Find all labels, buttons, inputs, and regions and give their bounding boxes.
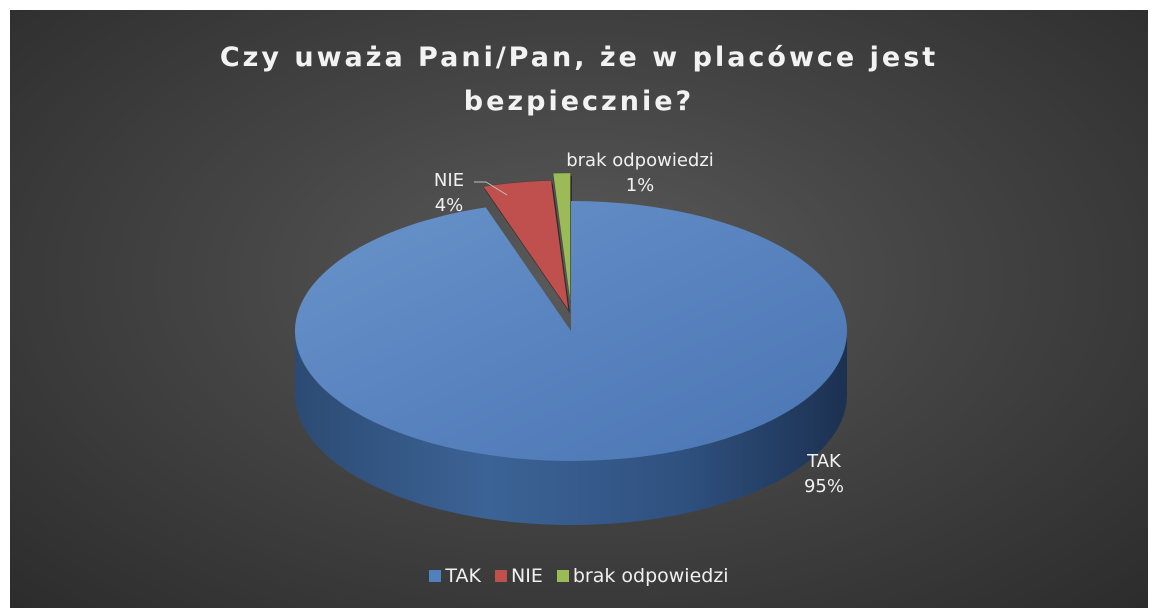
data-label-brak-odpowiedzi: brak odpowiedzi 1%: [566, 150, 714, 196]
data-label-nie: NIE 4%: [434, 170, 464, 216]
pie-slice-nie: [482, 180, 569, 311]
chart-title-line-2: bezpiecznie?: [463, 86, 695, 117]
legend-label-brak-odpowiedzi: brak odpowiedzi: [572, 565, 729, 587]
leader-line-nie: [474, 181, 508, 196]
pie-slice-tak: [294, 201, 847, 461]
legend-swatch-nie: [495, 570, 507, 582]
legend-item-tak: TAK: [429, 565, 481, 587]
legend-swatch-tak: [429, 570, 442, 582]
pie-chart: TAK 95% NIE 4% brak odpowiedzi 1%: [294, 150, 847, 525]
legend-item-nie: NIE: [495, 565, 543, 587]
legend-item-brak-odpowiedzi: brak odpowiedzi: [556, 565, 729, 587]
pie-slice-brak-odpowiedzi: [552, 172, 571, 304]
legend-label-tak: TAK: [445, 565, 481, 587]
legend-label-nie: NIE: [511, 565, 543, 587]
chart-frame: Czy uważa Pani/Pan, że w placówce jest b…: [10, 10, 1148, 608]
legend-swatch-brak-odpowiedzi: [556, 570, 569, 582]
chart-legend: TAK NIE brak odpowiedzi: [10, 565, 1148, 587]
pie-slice-side-tak: [295, 331, 847, 525]
data-label-tak: TAK 95%: [804, 451, 844, 497]
chart-title-line-1: Czy uważa Pani/Pan, że w placówce jest: [219, 42, 939, 73]
chart-title: Czy uważa Pani/Pan, że w placówce jest b…: [110, 36, 1048, 124]
